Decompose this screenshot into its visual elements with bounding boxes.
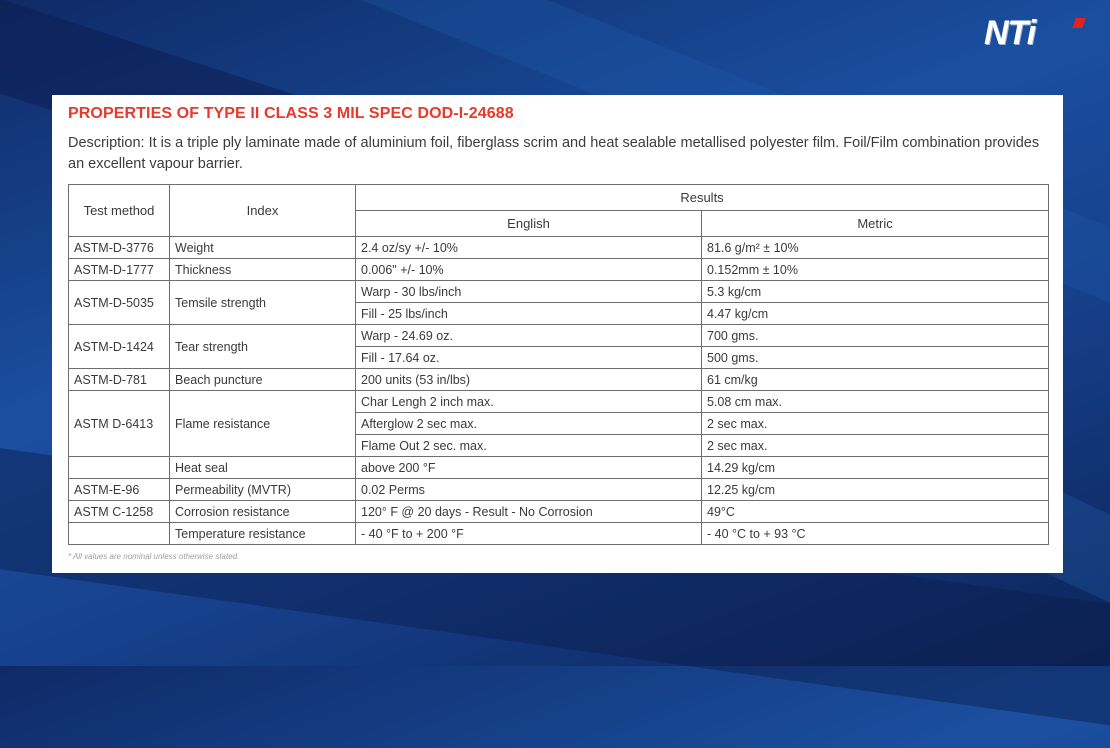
header-english: English [355, 210, 702, 237]
cell-test-method: ASTM-E-96 [68, 478, 170, 501]
cell-english: 2.4 oz/sy +/- 10% [355, 236, 702, 259]
table-row: ASTM-D-5035 Temsile strength Warp - 30 lbs… [68, 280, 1050, 325]
table-row: ASTM-D-1424 Tear strength Warp - 24.69 oz.… [68, 324, 1050, 369]
cell-index: Permeability (MVTR) [169, 478, 356, 501]
cell-metric: 49°C [700, 500, 1050, 523]
cell-english: above 200 °F [355, 456, 702, 479]
table-row: ASTM-D-1777 Thickness 0.006" +/- 10% 0.152m… [68, 258, 1050, 281]
spec-panel: PROPERTIES OF TYPE II CLASS 3 MIL SPEC D… [52, 95, 1063, 573]
cell-metric: 500 gms. [700, 346, 1050, 369]
cell-test-method: ASTM D-6413 [68, 390, 170, 457]
cell-english: - 40 °F to + 200 °F [355, 522, 702, 545]
cell-english: Warp - 30 lbs/inch [355, 280, 702, 303]
table-subheader-row: English Metric [69, 210, 1050, 237]
cell-test-method: ASTM-D-3776 [68, 236, 170, 259]
cell-english: Fill - 17.64 oz. [355, 346, 702, 369]
cell-metric: 5.08 cm max. [700, 390, 1050, 413]
cell-english: Char Lengh 2 inch max. [355, 390, 702, 413]
cell-metric: 61 cm/kg [700, 368, 1050, 391]
page-title: PROPERTIES OF TYPE II CLASS 3 MIL SPEC D… [68, 105, 514, 122]
properties-table: Test method Index Results English Metric… [68, 184, 1050, 545]
logo-text: NTi [984, 14, 1036, 52]
cell-index: Heat seal [169, 456, 356, 479]
cell-test-method [68, 522, 170, 545]
table-body: ASTM-D-3776 Weight 2.4 oz/sy +/- 10% 81.6 g… [68, 236, 1050, 545]
table-row: Fill - 17.64 oz. 500 gms. [69, 346, 1050, 369]
table-row: ASTM-E-96 Permeability (MVTR) 0.02 Perms 12… [68, 478, 1050, 501]
table-header-row: Test method Index Results [68, 184, 1050, 237]
header-metric: Metric [700, 210, 1050, 237]
cell-index: Temsile strength [169, 280, 356, 325]
cell-index: Beach puncture [169, 368, 356, 391]
cell-index: Temperature resistance [169, 522, 356, 545]
cell-metric: 0.152mm ± 10% [700, 258, 1050, 281]
cell-metric: 700 gms. [700, 324, 1050, 347]
header-test-method: Test method [68, 184, 170, 237]
cell-english: Fill - 25 lbs/inch [355, 302, 702, 325]
cell-test-method: ASTM-D-1424 [68, 324, 170, 369]
table-row: Afterglow 2 sec max. 2 sec max. [69, 412, 1050, 435]
cell-test-method [68, 456, 170, 479]
header-results: Results [354, 184, 1050, 211]
cell-test-method: ASTM-D-5035 [68, 280, 170, 325]
cell-english: 200 units (53 in/lbs) [355, 368, 702, 391]
table-row: ASTM-D-3776 Weight 2.4 oz/sy +/- 10% 81.6 g… [68, 236, 1050, 259]
table-row: Heat seal above 200 °F 14.29 kg/cm [68, 456, 1050, 479]
header-index: Index [169, 184, 356, 237]
cell-index: Flame resistance [169, 390, 356, 457]
table-row: ASTM D-6413 Flame resistance Char Lengh 2 … [68, 390, 1050, 457]
table-row: ASTM C-1258 Corrosion resistance 120° F @ … [68, 500, 1050, 523]
cell-english: Flame Out 2 sec. max. [355, 434, 702, 457]
cell-metric: 14.29 kg/cm [700, 456, 1050, 479]
cell-metric: 5.3 kg/cm [700, 280, 1050, 303]
cell-index: Tear strength [169, 324, 356, 369]
cell-english: Afterglow 2 sec max. [355, 412, 702, 435]
nti-logo: NTi [984, 16, 1088, 50]
description-text: Description: It is a triple ply laminate… [68, 135, 1040, 172]
cell-index: Thickness [169, 258, 356, 281]
cell-metric: 81.6 g/m² ± 10% [700, 236, 1050, 259]
cell-metric: 4.47 kg/cm [700, 302, 1050, 325]
cell-test-method: ASTM-D-1777 [68, 258, 170, 281]
footnote: * All values are nominal unless otherwis… [68, 552, 240, 561]
cell-metric: 12.25 kg/cm [700, 478, 1050, 501]
cell-test-method: ASTM C-1258 [68, 500, 170, 523]
cell-metric: 2 sec max. [700, 434, 1050, 457]
cell-english: 0.006" +/- 10% [355, 258, 702, 281]
cell-index: Weight [169, 236, 356, 259]
cell-english: 120° F @ 20 days - Result - No Corrosion [355, 500, 702, 523]
table-row: ASTM-D-781 Beach puncture 200 units (53 in… [68, 368, 1050, 391]
cell-english: Warp - 24.69 oz. [355, 324, 702, 347]
cell-metric: 2 sec max. [700, 412, 1050, 435]
table-row: Temperature resistance - 40 °F to + 200 °… [68, 522, 1050, 545]
cell-metric: - 40 °C to + 93 °C [700, 522, 1050, 545]
cell-english: 0.02 Perms [355, 478, 702, 501]
cell-test-method: ASTM-D-781 [68, 368, 170, 391]
cell-index: Corrosion resistance [169, 500, 356, 523]
